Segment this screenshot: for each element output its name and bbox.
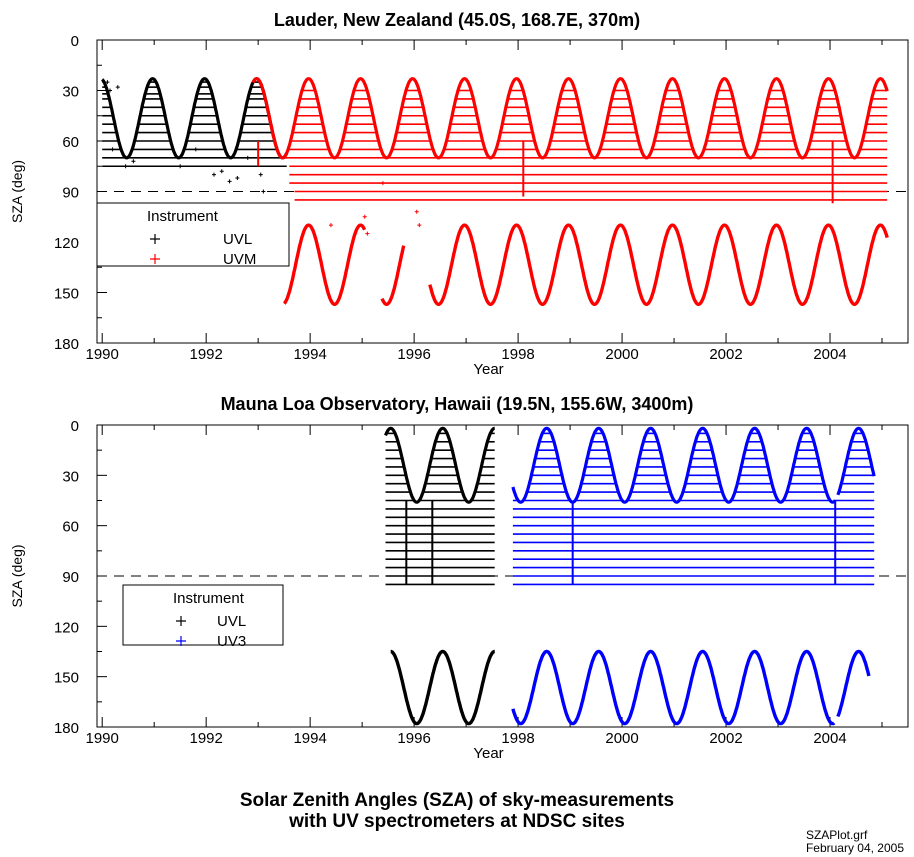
mauna-loa-chart-title: Mauna Loa Observatory, Hawaii (19.5N, 15… xyxy=(220,394,694,414)
x-tick-label: 2000 xyxy=(605,346,638,363)
scatter-point xyxy=(107,88,112,93)
scatter-point xyxy=(245,155,250,160)
y-tick-label: 180 xyxy=(54,720,79,737)
figure-caption-line1: Solar Zenith Angles (SZA) of sky-measure… xyxy=(239,790,675,811)
scatter-point xyxy=(235,176,240,181)
scatter-point xyxy=(227,179,232,184)
scatter-point xyxy=(110,147,115,152)
x-tick-label: 2002 xyxy=(709,730,742,747)
x-tick-label: 2000 xyxy=(605,730,638,747)
x-tick-label: 1992 xyxy=(189,730,222,747)
y-tick-label: 0 xyxy=(71,33,79,50)
scatter-point xyxy=(115,85,120,90)
lauder-panel: 0 30 60 90 120 150 180 1990 1992 1994 1996 1998 2000… xyxy=(9,33,909,378)
series-uv3 xyxy=(511,426,876,726)
x-axis-label: Year xyxy=(473,361,503,378)
noon-sza-curve xyxy=(511,426,876,504)
legend-label-uvl: UVL xyxy=(223,231,252,248)
x-tick-label: 1998 xyxy=(501,346,534,363)
midnight-sza-curve xyxy=(511,649,871,726)
y-axis-label: SZA (deg) xyxy=(9,544,25,607)
y-tick-label: 150 xyxy=(54,670,79,687)
scatter-point xyxy=(362,214,367,219)
y-tick-label: 120 xyxy=(54,235,79,252)
legend: Instrument UVL UV3 xyxy=(122,584,284,650)
scatter-point xyxy=(123,164,128,169)
legend-marker-uvm xyxy=(150,254,160,264)
series-uvl xyxy=(384,426,497,726)
y-tick-label: 60 xyxy=(62,519,79,536)
y-tick-label: 30 xyxy=(62,84,79,101)
scatter-point xyxy=(193,147,198,152)
x-tick-label: 1990 xyxy=(86,346,119,363)
x-tick-label: 1994 xyxy=(293,346,326,363)
midnight-sza-curve xyxy=(389,649,497,726)
x-tick-label: 1996 xyxy=(397,730,430,747)
y-tick-label: 180 xyxy=(54,336,79,353)
noon-sza-curve xyxy=(251,77,889,160)
series-uvl xyxy=(100,77,289,194)
legend-label-uv3: UV3 xyxy=(217,633,246,650)
y-tick-label: 120 xyxy=(54,619,79,636)
scatter-point xyxy=(261,189,266,194)
x-tick-label: 2002 xyxy=(709,346,742,363)
scatter-point xyxy=(380,181,385,186)
lauder-chart-title: Lauder, New Zealand (45.0S, 168.7E, 370m… xyxy=(273,10,641,30)
noon-sza-curve xyxy=(384,426,497,504)
y-axis-label: SZA (deg) xyxy=(9,160,25,223)
legend-marker-uv3 xyxy=(176,636,186,646)
x-tick-label: 2004 xyxy=(813,730,846,747)
scatter-point xyxy=(414,209,419,214)
x-tick-label: 1990 xyxy=(86,730,119,747)
x-tick-label: 1992 xyxy=(189,346,222,363)
y-tick-label: 90 xyxy=(62,569,79,586)
legend-marker-uvl xyxy=(150,234,160,244)
legend-box xyxy=(122,584,284,646)
y-tick-label: 150 xyxy=(54,286,79,303)
file-name: SZAPlot.grf xyxy=(805,828,868,842)
legend-label-uvm: UVM xyxy=(223,251,256,268)
mauna-loa-panel: 0 30 60 90 120 150 180 1990 1992 1994 1996 1998 2000… xyxy=(9,418,909,762)
scatter-point xyxy=(417,223,422,228)
x-axis-label: Year xyxy=(473,745,503,762)
scatter-point xyxy=(178,164,183,169)
scatter-point xyxy=(328,223,333,228)
y-tick-label: 0 xyxy=(71,418,79,435)
x-tick-label: 2004 xyxy=(813,346,846,363)
scatter-point xyxy=(258,172,263,177)
file-note: SZAPlot.grf February 04, 2005 xyxy=(806,829,904,855)
file-date: February 04, 2005 xyxy=(805,841,904,855)
y-tick-label: 60 xyxy=(62,134,79,151)
y-tick-label: 30 xyxy=(62,468,79,485)
legend-title: Instrument xyxy=(173,590,245,607)
x-tick-label: 1998 xyxy=(501,730,534,747)
scatter-point xyxy=(105,80,110,85)
series-uvm xyxy=(251,77,889,306)
scatter-point xyxy=(131,159,136,164)
legend-label-uvl: UVL xyxy=(217,613,246,630)
scatter-point xyxy=(211,172,216,177)
figure-caption-line2: with UV spectrometers at NDSC sites xyxy=(289,811,625,832)
legend-box xyxy=(96,202,290,267)
midnight-sza-curve xyxy=(282,223,889,306)
legend-title: Instrument xyxy=(147,208,219,225)
legend-marker-uvl xyxy=(176,616,186,626)
x-tick-label: 1996 xyxy=(397,346,430,363)
x-tick-label: 1994 xyxy=(293,730,326,747)
y-tick-label: 90 xyxy=(62,185,79,202)
scatter-point xyxy=(365,231,370,236)
scatter-point xyxy=(219,169,224,174)
